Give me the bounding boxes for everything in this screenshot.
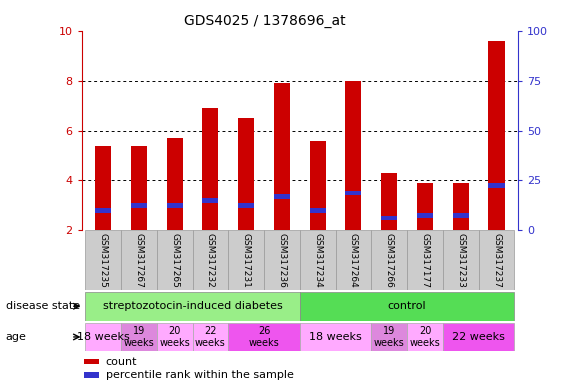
Bar bbox=[95, 146, 111, 230]
Text: age: age bbox=[6, 332, 26, 342]
Bar bbox=[131, 146, 147, 230]
FancyBboxPatch shape bbox=[443, 323, 515, 351]
Text: control: control bbox=[388, 301, 426, 311]
FancyBboxPatch shape bbox=[300, 230, 336, 290]
FancyBboxPatch shape bbox=[85, 230, 121, 290]
Text: streptozotocin-induced diabetes: streptozotocin-induced diabetes bbox=[102, 301, 283, 311]
FancyBboxPatch shape bbox=[121, 323, 157, 351]
FancyBboxPatch shape bbox=[264, 230, 300, 290]
Text: 19
weeks: 19 weeks bbox=[123, 326, 154, 348]
Bar bbox=[310, 208, 326, 213]
Title: GDS4025 / 1378696_at: GDS4025 / 1378696_at bbox=[184, 14, 346, 28]
FancyBboxPatch shape bbox=[443, 230, 479, 290]
FancyBboxPatch shape bbox=[228, 323, 300, 351]
Text: GSM317234: GSM317234 bbox=[313, 233, 322, 288]
FancyBboxPatch shape bbox=[407, 323, 443, 351]
Text: GSM317232: GSM317232 bbox=[206, 233, 215, 288]
Text: GSM317264: GSM317264 bbox=[349, 233, 358, 288]
Text: 22 weeks: 22 weeks bbox=[452, 332, 505, 342]
Bar bbox=[238, 118, 254, 230]
Text: GSM317265: GSM317265 bbox=[170, 233, 179, 288]
Text: GSM317177: GSM317177 bbox=[421, 233, 430, 288]
Bar bbox=[489, 183, 504, 188]
Text: 26
weeks: 26 weeks bbox=[249, 326, 279, 348]
Bar bbox=[417, 183, 433, 230]
FancyBboxPatch shape bbox=[85, 292, 300, 321]
FancyBboxPatch shape bbox=[372, 230, 407, 290]
Bar bbox=[417, 213, 433, 218]
Bar bbox=[381, 173, 397, 230]
Text: 22
weeks: 22 weeks bbox=[195, 326, 226, 348]
Bar bbox=[274, 194, 290, 199]
Text: GSM317267: GSM317267 bbox=[135, 233, 144, 288]
Bar bbox=[202, 108, 218, 230]
Bar bbox=[167, 138, 182, 230]
FancyBboxPatch shape bbox=[336, 230, 372, 290]
Bar bbox=[274, 83, 290, 230]
Bar bbox=[345, 191, 361, 195]
FancyBboxPatch shape bbox=[479, 230, 515, 290]
FancyBboxPatch shape bbox=[157, 230, 193, 290]
FancyBboxPatch shape bbox=[228, 230, 264, 290]
FancyBboxPatch shape bbox=[372, 323, 407, 351]
FancyBboxPatch shape bbox=[193, 323, 228, 351]
Text: percentile rank within the sample: percentile rank within the sample bbox=[106, 370, 293, 380]
Bar bbox=[381, 216, 397, 220]
FancyBboxPatch shape bbox=[121, 230, 157, 290]
Bar bbox=[131, 203, 147, 208]
FancyBboxPatch shape bbox=[85, 323, 121, 351]
Text: GSM317233: GSM317233 bbox=[456, 233, 465, 288]
Bar bbox=[345, 81, 361, 230]
Bar bbox=[238, 203, 254, 208]
Bar bbox=[453, 213, 469, 218]
FancyBboxPatch shape bbox=[157, 323, 193, 351]
Bar bbox=[167, 203, 182, 208]
FancyBboxPatch shape bbox=[300, 323, 372, 351]
FancyBboxPatch shape bbox=[193, 230, 228, 290]
Text: GSM317236: GSM317236 bbox=[278, 233, 287, 288]
Bar bbox=[84, 359, 99, 364]
Text: 20
weeks: 20 weeks bbox=[410, 326, 440, 348]
Bar bbox=[489, 41, 504, 230]
Text: GSM317266: GSM317266 bbox=[385, 233, 394, 288]
Text: GSM317231: GSM317231 bbox=[242, 233, 251, 288]
Text: GSM317237: GSM317237 bbox=[492, 233, 501, 288]
Text: count: count bbox=[106, 357, 137, 367]
Bar bbox=[95, 208, 111, 213]
Text: 18 weeks: 18 weeks bbox=[309, 332, 362, 342]
Text: GSM317235: GSM317235 bbox=[99, 233, 108, 288]
Bar bbox=[202, 198, 218, 203]
Text: 19
weeks: 19 weeks bbox=[374, 326, 405, 348]
Bar bbox=[84, 372, 99, 378]
FancyBboxPatch shape bbox=[407, 230, 443, 290]
Text: 18 weeks: 18 weeks bbox=[77, 332, 129, 342]
Text: 20
weeks: 20 weeks bbox=[159, 326, 190, 348]
Text: disease state: disease state bbox=[6, 301, 80, 311]
Bar bbox=[453, 183, 469, 230]
FancyBboxPatch shape bbox=[300, 292, 515, 321]
Bar bbox=[310, 141, 326, 230]
